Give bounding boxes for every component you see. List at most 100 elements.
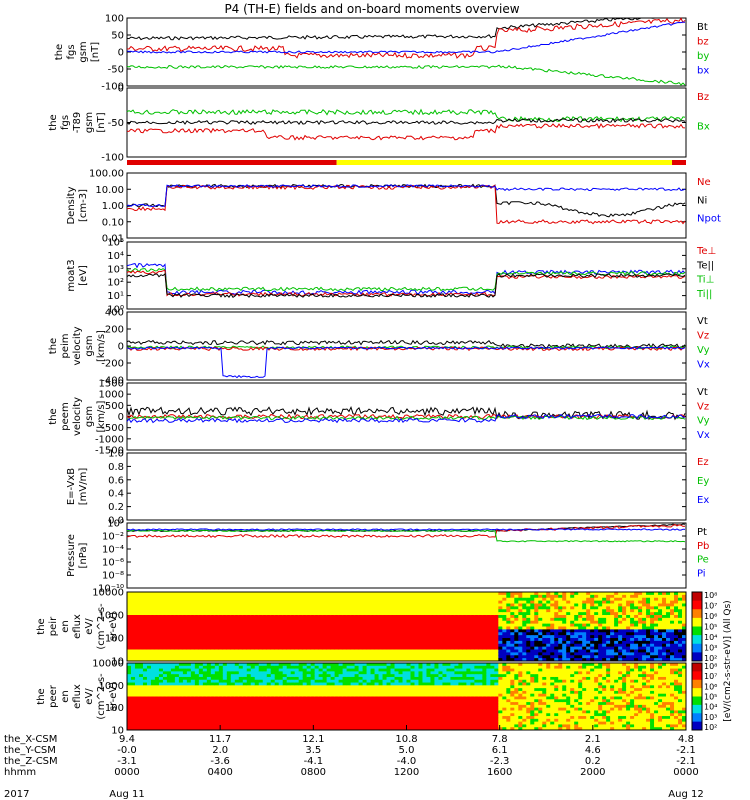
- ion-spectrogram-cell: [270, 600, 276, 604]
- electron-spectrogram-cell: [254, 682, 260, 686]
- ion-spectrogram-cell: [682, 620, 687, 625]
- ion-spectrogram-cell: [262, 603, 268, 607]
- ion-spectrogram-cell: [166, 612, 172, 616]
- ion-spectrogram-cell: [130, 629, 136, 633]
- electron-spectrogram-cell: [226, 688, 232, 692]
- ion-spectrogram-cell: [638, 655, 643, 659]
- ion-spectrogram-cell: [654, 638, 659, 642]
- ion-spectrogram-cell: [426, 632, 431, 636]
- ion-spectrogram-cell: [506, 609, 511, 613]
- ion-spectrogram-cell: [478, 652, 483, 656]
- ion-spectrogram-cell: [546, 632, 551, 636]
- ion-spectrogram-cell: [602, 632, 607, 636]
- ion-spectrogram-cell: [546, 612, 551, 616]
- electron-spectrogram-cell: [190, 679, 196, 684]
- ion-spectrogram-cell: [270, 629, 276, 633]
- ion-spectrogram-cell: [546, 649, 551, 653]
- ion-spectrogram-cell: [582, 623, 587, 627]
- electron-spectrogram-cell: [174, 671, 180, 675]
- ion-spectrogram-cell: [482, 626, 487, 630]
- ion-spectrogram-cell: [370, 623, 376, 627]
- ion-spectrogram-cell: [306, 623, 312, 627]
- ion-spectrogram-cell: [362, 655, 368, 659]
- ion-spectrogram-cell: [294, 609, 300, 613]
- ion-spectrogram-cell: [370, 652, 376, 656]
- ion-spectrogram-cell: [142, 612, 148, 616]
- ion-spectrogram-cell: [254, 652, 260, 656]
- ion-spectrogram-cell: [234, 632, 240, 636]
- ion-spectrogram-cell: [390, 609, 396, 613]
- ion-spectrogram-cell: [390, 635, 396, 639]
- ion-spectrogram-cell: [210, 592, 216, 596]
- electron-spectrogram-cell: [330, 696, 336, 700]
- ion-spectrogram-cell: [202, 635, 208, 639]
- ion-spectrogram-cell: [282, 609, 288, 613]
- ion-spectrogram-cell: [354, 643, 360, 648]
- electron-spectrogram-cell: [134, 699, 140, 703]
- electron-spectrogram-cell: [158, 663, 164, 667]
- ion-spectrogram-cell: [210, 594, 216, 599]
- ion-spectrogram-cell: [582, 643, 587, 648]
- ion-spectrogram-cell: [526, 635, 531, 639]
- electron-spectrogram-cell: [170, 727, 176, 731]
- electron-spectrogram-cell: [202, 693, 208, 697]
- electron-spectrogram-cell: [226, 690, 232, 695]
- ion-spectrogram-cell: [230, 649, 236, 653]
- electron-spectrogram-cell: [186, 693, 192, 697]
- ion-spectrogram-cell: [458, 623, 463, 627]
- ion-spectrogram-cell: [430, 600, 435, 604]
- electron-spectrogram-cell: [262, 679, 268, 684]
- ion-spectrogram-cell: [470, 594, 475, 599]
- ion-spectrogram-cell: [158, 615, 164, 619]
- ion-spectrogram-cell: [150, 606, 156, 610]
- ion-spectrogram-cell: [582, 592, 587, 596]
- electron-spectrogram-cell: [170, 724, 176, 728]
- ion-spectrogram-cell: [666, 592, 671, 596]
- ion-spectrogram-cell: [494, 640, 499, 645]
- electron-spectrogram-cell: [130, 721, 136, 725]
- ion-spectrogram-cell: [538, 643, 543, 648]
- electron-spectrogram-cell: [294, 710, 300, 714]
- electron-spectrogram-cell: [194, 716, 200, 720]
- electron-spectrogram-cell: [162, 679, 168, 684]
- ion-spectrogram-cell: [474, 632, 479, 636]
- electron-spectrogram-cell: [190, 707, 196, 711]
- ion-spectrogram-cell: [274, 646, 280, 650]
- ion-spectrogram-cell: [550, 603, 555, 607]
- ion-spectrogram-cell: [166, 620, 172, 625]
- ion-spectrogram-cell: [150, 658, 156, 662]
- ion-spectrogram-cell: [238, 615, 244, 619]
- ion-spectrogram-cell: [166, 603, 172, 607]
- ion-spectrogram-cell: [506, 629, 511, 633]
- ion-spectrogram-cell: [170, 632, 176, 636]
- electron-spectrogram-cell: [346, 685, 352, 689]
- ylabel-line: [nT]: [96, 112, 107, 132]
- electron-spectrogram-cell: [342, 710, 348, 714]
- ion-spectrogram-cell: [138, 615, 144, 619]
- ion-spectrogram-cell: [158, 620, 164, 625]
- legend-entry: Ez: [697, 457, 709, 468]
- electron-spectrogram-cell: [202, 676, 208, 681]
- electron-spectrogram-cell: [178, 707, 184, 711]
- ion-spectrogram-cell: [642, 612, 647, 616]
- ion-spectrogram-cell: [230, 626, 236, 630]
- ytick-label: 1500: [99, 379, 124, 390]
- ion-spectrogram-cell: [198, 658, 204, 662]
- ion-spectrogram-cell: [674, 632, 679, 636]
- ion-spectrogram-cell: [630, 643, 635, 648]
- ion-spectrogram-cell: [174, 612, 180, 616]
- ion-spectrogram-cell: [194, 612, 200, 616]
- electron-spectrogram-cell: [298, 727, 304, 731]
- ylabel-line: the: [36, 618, 47, 634]
- ion-spectrogram-cell: [298, 658, 304, 662]
- ion-spectrogram-cell: [386, 603, 392, 607]
- ion-spectrogram-cell: [302, 623, 308, 627]
- ion-spectrogram-cell: [146, 638, 152, 642]
- ion-spectrogram-cell: [430, 655, 435, 659]
- ion-spectrogram-cell: [614, 592, 619, 596]
- ion-spectrogram-cell: [330, 592, 336, 596]
- ion-spectrogram-cell: [442, 617, 447, 622]
- electron-spectrogram-cell: [230, 710, 236, 714]
- ion-spectrogram-cell: [402, 629, 407, 633]
- ion-spectrogram-cell: [562, 652, 567, 656]
